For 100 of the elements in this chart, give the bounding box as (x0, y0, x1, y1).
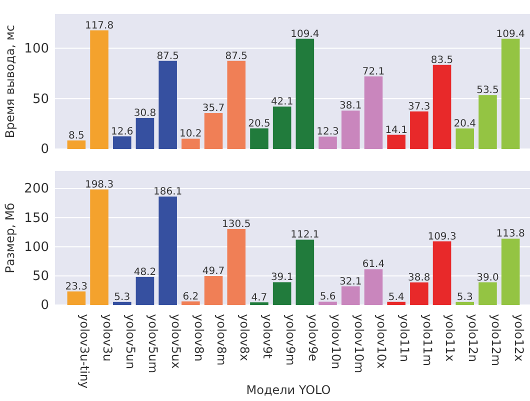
bar (136, 118, 154, 149)
bar (341, 286, 360, 305)
bar (364, 269, 383, 305)
data-label: 20.5 (248, 118, 270, 130)
bar (478, 282, 497, 305)
bar (341, 110, 360, 149)
bar (296, 240, 314, 305)
y-axis-title: Размер, Мб (3, 202, 17, 274)
bar (387, 134, 406, 149)
x-tick-label: yolov3u (100, 314, 114, 362)
x-tick-label: yolov10n (328, 314, 343, 370)
bar (182, 301, 200, 305)
y-tick-label: 50 (32, 92, 49, 107)
bar (90, 30, 108, 149)
bar (182, 138, 200, 149)
y-tick-label: 50 (32, 269, 49, 284)
bar (501, 238, 520, 305)
bar (272, 282, 292, 305)
data-label: 198.3 (84, 179, 114, 190)
data-label: 49.7 (202, 266, 225, 278)
bar (410, 111, 428, 149)
y-tick-label: 0 (40, 142, 49, 158)
bar (112, 302, 132, 305)
bar (67, 140, 86, 149)
x-tick-label: yolov10m (352, 314, 366, 374)
data-label: 117.8 (84, 20, 114, 32)
data-label: 39.1 (270, 272, 294, 284)
bar (250, 128, 268, 149)
data-label: 130.5 (222, 218, 251, 230)
data-label: 186.1 (154, 186, 182, 198)
data-label: 23.3 (65, 281, 88, 292)
x-tick-label: yolov8m (214, 314, 229, 366)
x-tick-label: yolo11x (443, 314, 458, 362)
bar (318, 302, 337, 305)
bar (136, 276, 154, 305)
bar (227, 228, 246, 305)
x-tick-label: yolov3u-tiny (78, 314, 92, 389)
bar (90, 189, 108, 305)
x-tick-label: yolo11m (420, 314, 434, 366)
y-axis-title: Время вывода, мс (3, 24, 17, 138)
data-label: 38.8 (408, 272, 430, 284)
bar (112, 136, 132, 149)
data-label: 42.1 (270, 96, 294, 108)
data-label: 112.1 (290, 230, 320, 241)
bar (204, 276, 223, 305)
data-label: 6.2 (182, 291, 199, 302)
bar (158, 60, 177, 149)
x-tick-label: yolov9t (260, 314, 274, 359)
x-tick-label: yolov5um (146, 314, 160, 374)
x-tick-label: yolo11n (398, 314, 412, 362)
bar (432, 64, 452, 149)
data-label: 35.7 (202, 103, 225, 114)
data-label: 20.4 (454, 118, 476, 130)
x-tick-label: yolov8x (238, 314, 252, 361)
bar (227, 60, 246, 149)
bar (318, 136, 337, 149)
y-tick-label: 100 (24, 41, 49, 56)
x-tick-label: yolov9m (283, 314, 298, 366)
x-axis-title: Модели YOLO (246, 383, 331, 397)
bar (478, 95, 497, 149)
data-label: 39.0 (476, 272, 499, 284)
data-label: 87.5 (225, 50, 248, 62)
data-label: 48.2 (134, 266, 156, 278)
data-label: 14.1 (385, 124, 408, 136)
bar (158, 196, 177, 305)
y-tick-label: 0 (40, 298, 49, 314)
x-tick-label: yolo12n (466, 314, 480, 362)
x-tick-label: yolov10x (374, 314, 389, 369)
data-label: 8.5 (68, 130, 84, 142)
data-label: 5.3 (114, 292, 130, 303)
data-label: 5.3 (456, 292, 473, 303)
bar (432, 241, 452, 305)
x-tick-label: yolov5ux (169, 314, 184, 369)
bar (67, 291, 86, 305)
data-label: 83.5 (430, 54, 454, 66)
data-label: 113.8 (496, 228, 525, 240)
data-label: 10.2 (180, 128, 202, 140)
data-label: 109.4 (496, 28, 525, 40)
bar (272, 106, 292, 149)
data-label: 87.5 (156, 50, 179, 62)
x-tick-label: yolo12x (512, 314, 526, 362)
data-label: 72.1 (362, 66, 385, 78)
x-tick-label: yolov8n (192, 314, 206, 362)
y-tick-label: 200 (24, 182, 49, 197)
data-label: 53.5 (476, 85, 499, 96)
bar (501, 38, 520, 149)
data-label: 5.6 (320, 292, 336, 303)
bar (456, 128, 474, 149)
data-label: 38.1 (339, 100, 362, 112)
data-label: 4.7 (251, 292, 268, 304)
data-label: 5.4 (388, 292, 404, 303)
bar (456, 302, 474, 305)
data-label: 109.3 (428, 231, 456, 242)
data-label: 61.4 (362, 259, 385, 270)
x-tick-label: yolov9e (306, 314, 320, 362)
data-label: 12.3 (316, 126, 339, 138)
data-label: 37.3 (408, 101, 430, 112)
data-label: 30.8 (134, 108, 156, 119)
bar (296, 38, 314, 149)
data-label: 12.6 (110, 126, 134, 138)
